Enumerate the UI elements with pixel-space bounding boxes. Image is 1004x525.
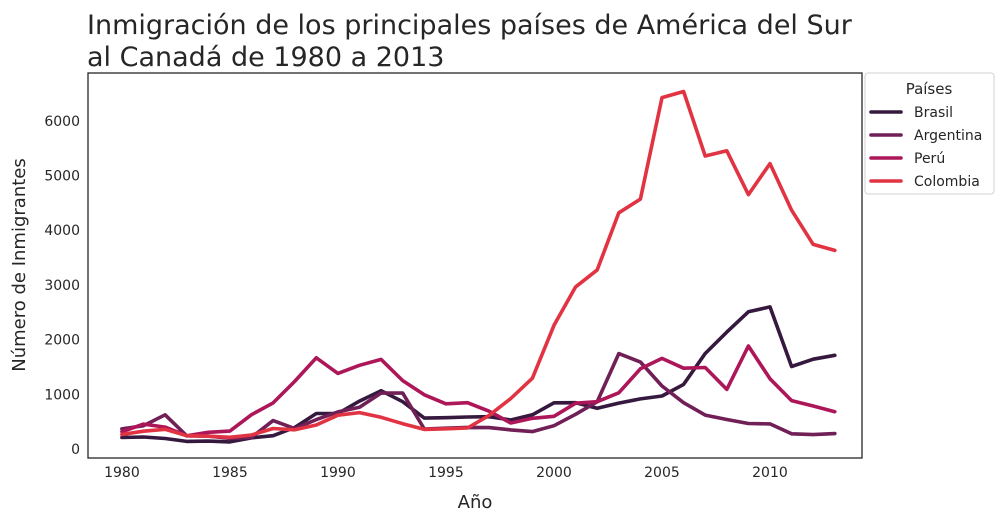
y-tick-label: 4000 xyxy=(44,223,80,239)
series-line-brasil xyxy=(120,305,837,444)
legend-box xyxy=(864,72,995,195)
legend-label: Colombia xyxy=(914,174,980,190)
chart-title-line-2: al Canadá de 1980 a 2013 xyxy=(87,42,444,73)
x-tick-label: 1985 xyxy=(212,465,248,481)
x-axis-label: Año xyxy=(458,492,493,513)
series-line-colombia xyxy=(120,89,837,440)
x-tick-label: 1980 xyxy=(104,465,140,481)
chart-title-line-1: Inmigración de los principales países de… xyxy=(87,10,853,41)
y-tick-label: 2000 xyxy=(44,333,80,349)
x-tick-label: 2010 xyxy=(752,465,788,481)
legend-label: Argentina xyxy=(914,128,982,144)
x-tick-label: 1990 xyxy=(320,465,356,481)
y-tick-label: 5000 xyxy=(44,169,80,185)
x-tick-label: 2005 xyxy=(644,465,680,481)
y-tick-label: 6000 xyxy=(44,114,80,130)
y-tick-label: 1000 xyxy=(44,387,80,403)
legend-label: Brasil xyxy=(914,105,953,121)
legend-label: Perú xyxy=(914,151,945,167)
x-tick-label: 2000 xyxy=(536,465,572,481)
y-tick-label: 0 xyxy=(71,442,80,458)
series-line-perú xyxy=(120,344,837,438)
x-tick-label: 1995 xyxy=(428,465,464,481)
series-line-argentina xyxy=(120,351,837,441)
plot-frame xyxy=(87,72,863,459)
y-axis-label: Número de Inmigrantes xyxy=(9,158,30,371)
legend-title: Países xyxy=(906,80,953,98)
y-tick-label: 3000 xyxy=(44,278,80,294)
legend: Países Brasil Argentina Perú Colombia xyxy=(864,72,995,195)
